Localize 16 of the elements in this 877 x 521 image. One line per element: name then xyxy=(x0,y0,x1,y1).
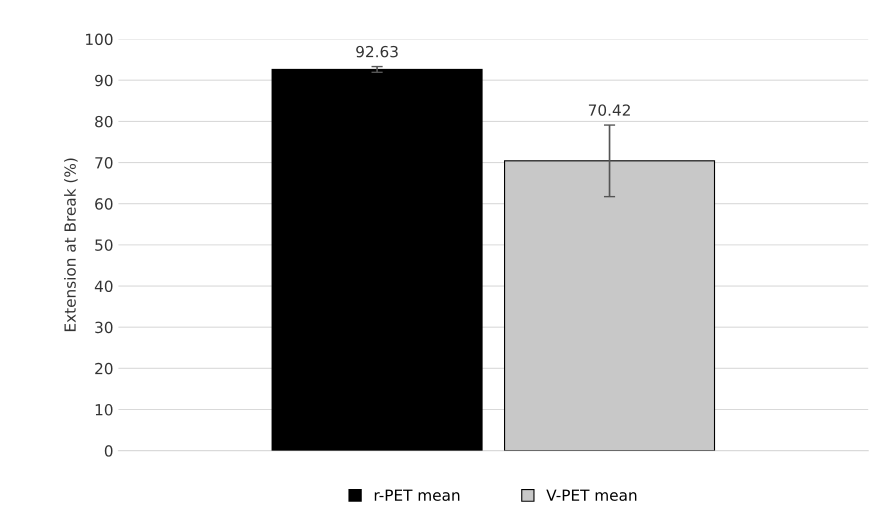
y-tick-label: 30 xyxy=(95,322,113,334)
y-axis-title: Extension at Break (%) xyxy=(64,158,78,332)
y-tick-label: 60 xyxy=(95,198,113,210)
y-tick-label: 90 xyxy=(95,74,113,86)
y-tick-label: 100 xyxy=(86,34,113,46)
y-tick-label: 80 xyxy=(95,116,113,128)
y-tick-label: 40 xyxy=(94,280,113,292)
legend-label: r-PET mean xyxy=(374,490,460,501)
y-tick-label: 50 xyxy=(95,239,113,251)
y-tick-label: 70 xyxy=(95,157,113,169)
y-tick-label: 20 xyxy=(95,362,113,374)
data-label: 70.42 xyxy=(588,104,630,116)
legend-label: V-PET mean xyxy=(546,490,636,501)
data-label: 92.63 xyxy=(356,46,398,58)
y-tick-label: 0 xyxy=(104,445,113,457)
y-tick-label: 10 xyxy=(96,404,113,416)
